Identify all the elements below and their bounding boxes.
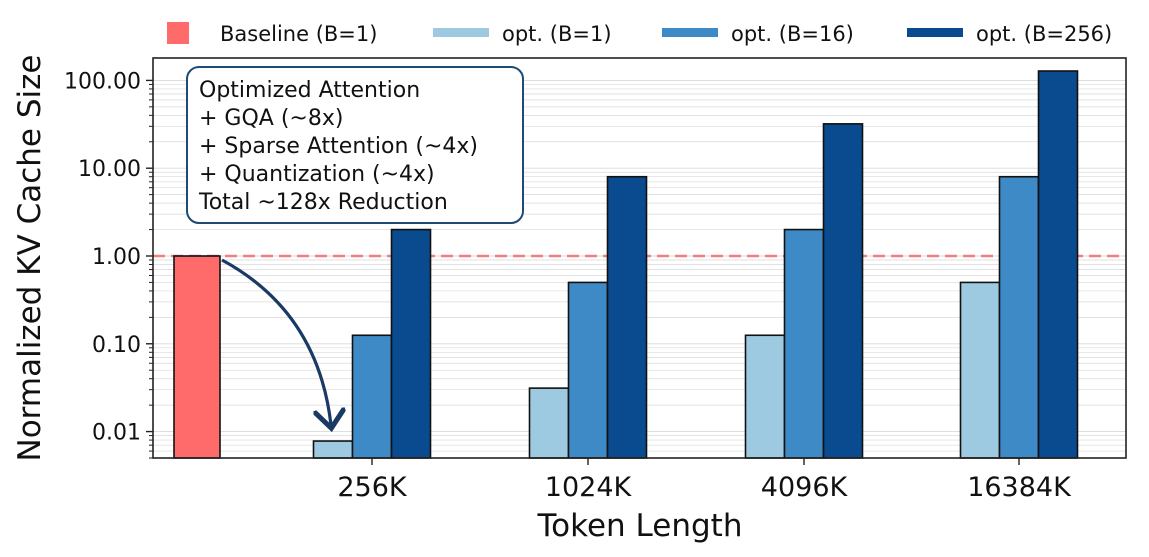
x-axis-title: Token Length — [537, 508, 743, 544]
annotation-line: + Quantization (~4x) — [199, 162, 435, 187]
x-tick-label: 16384K — [967, 472, 1072, 503]
legend-swatch-baseline — [167, 22, 189, 44]
x-axis-ticks: 256K 1024K 4096K 16384K — [337, 458, 1072, 503]
bar-4096K-series-2 — [822, 123, 864, 459]
legend-label-opt-b1: opt. (B=1) — [502, 22, 612, 46]
legend-swatch-opt-b1 — [433, 28, 489, 37]
annotation-line: + Sparse Attention (~4x) — [199, 134, 478, 159]
x-tick-label: 1024K — [545, 472, 633, 503]
bar-256K-series-1 — [351, 334, 393, 459]
x-tick-label: 4096K — [761, 472, 849, 503]
bars-layer — [173, 70, 1079, 459]
y-tick-label: 0.01 — [92, 421, 141, 446]
legend-label-opt-b16: opt. (B=16) — [731, 22, 854, 46]
bar-16384K-series-2 — [1037, 70, 1079, 459]
bar-256K-series-2 — [390, 228, 432, 459]
annotation-line: + GQA (~8x) — [199, 106, 343, 131]
x-tick-label: 256K — [337, 472, 408, 503]
y-axis-title: Normalized KV Cache Size — [12, 55, 48, 462]
legend-swatch-opt-b256 — [907, 28, 963, 37]
legend: Baseline (B=1) opt. (B=1) opt. (B=16) op… — [167, 22, 1112, 46]
legend-swatch-opt-b16 — [662, 28, 718, 37]
annotation-box: Optimized Attention + GQA (~8x) + Sparse… — [186, 66, 524, 224]
bar-1024K-series-0 — [528, 387, 570, 459]
reduction-arrow — [221, 258, 331, 425]
y-tick-label: 0.10 — [92, 333, 141, 358]
y-axis-ticks: 0.01 0.10 1.00 10.00 100.00 — [64, 69, 153, 459]
bar-256K-series-0 — [312, 440, 354, 459]
annotation-frame — [186, 66, 524, 224]
legend-label-opt-b256: opt. (B=256) — [976, 22, 1112, 46]
y-tick-label: 1.00 — [92, 245, 141, 270]
bar-4096K-series-1 — [783, 228, 825, 459]
y-tick-label: 100.00 — [64, 69, 141, 94]
annotation-line: Optimized Attention — [199, 78, 420, 103]
legend-label-baseline: Baseline (B=1) — [220, 22, 377, 46]
bar-1024K-series-2 — [606, 175, 648, 459]
plot-frame — [152, 57, 1127, 459]
bar-16384K-series-1 — [998, 175, 1040, 459]
bar-baseline — [173, 255, 221, 459]
annotation-line: Total ~128x Reduction — [198, 190, 448, 215]
bar-1024K-series-1 — [567, 281, 609, 459]
bar-16384K-series-0 — [959, 281, 1001, 459]
y-tick-label: 10.00 — [78, 157, 141, 182]
bar-4096K-series-0 — [744, 334, 786, 459]
